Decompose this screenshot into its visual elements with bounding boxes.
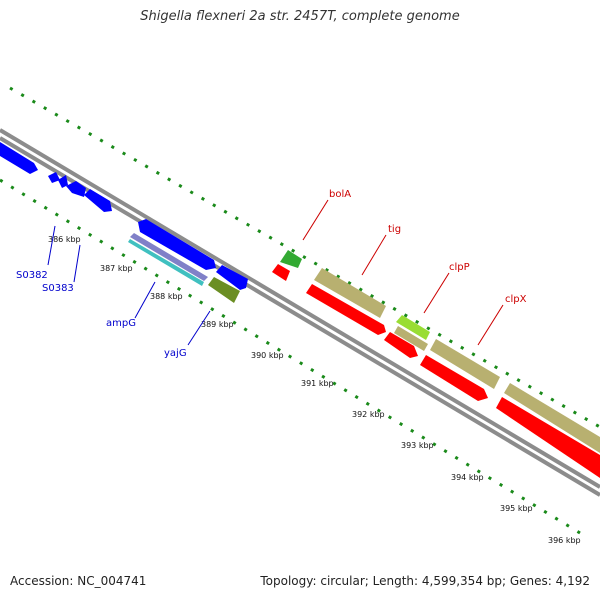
tick-label: 389 kbp (201, 320, 234, 329)
tick-label: 386 kbp (48, 235, 81, 244)
tick-label: 393 kbp (401, 441, 434, 450)
gene-arrow-red[interactable] (496, 397, 600, 478)
tick-label: 390 kbp (251, 351, 284, 360)
leader-line (47, 225, 56, 266)
tick-label: 395 kbp (500, 504, 533, 513)
gene-bar-olive[interactable] (504, 383, 600, 453)
backbone-line-outer (0, 128, 600, 489)
gene-bar-olive[interactable] (394, 326, 428, 351)
leader-line (423, 272, 450, 314)
gene-label-clpP[interactable]: clpP (449, 262, 470, 273)
leader-line (134, 281, 156, 319)
tick-label: 388 kbp (150, 292, 183, 301)
gene-arrow-blue[interactable] (58, 175, 68, 188)
gene-arrow-red[interactable] (420, 355, 488, 401)
gene-bolA[interactable] (280, 250, 302, 268)
gene-arrow-blue[interactable] (84, 189, 112, 212)
tick-row-inner (0, 178, 581, 535)
leader-line (73, 244, 81, 283)
gene-label-ampG[interactable]: ampG (106, 318, 136, 329)
gene-arrow-blue[interactable] (66, 181, 86, 197)
tick-label: 396 kbp (548, 536, 581, 545)
gene-bar-ampG-stripe[interactable] (128, 239, 204, 286)
tick-label: 392 kbp (352, 410, 385, 419)
gene-arrow-red[interactable] (272, 264, 290, 281)
gene-label-tig[interactable]: tig (388, 224, 401, 235)
gene-label-clpX[interactable]: clpX (505, 294, 527, 305)
gene-arrow-red[interactable] (384, 332, 418, 358)
map-title: Shigella flexneri 2a str. 2457T, complet… (140, 9, 460, 24)
leader-line (302, 199, 329, 241)
tick-label: 391 kbp (301, 379, 334, 388)
tick-row-outer (9, 86, 600, 429)
leader-line (361, 234, 387, 276)
gene-label-yajG[interactable]: yajG (164, 348, 187, 359)
gene-arrow-blue[interactable] (216, 265, 248, 290)
gene-bar-ampG[interactable] (130, 233, 208, 281)
gene-arrow-blue[interactable] (48, 172, 60, 183)
gene-arrow-red[interactable] (306, 284, 386, 335)
leader-line (187, 310, 211, 346)
gene-label-S0382[interactable]: S0382 (16, 270, 48, 281)
gene-clpP[interactable] (396, 315, 430, 340)
genome-summary-text: Topology: circular; Length: 4,599,354 bp… (260, 574, 590, 588)
gene-arrow-blue[interactable] (138, 219, 216, 270)
gene-tig[interactable] (314, 268, 386, 318)
gene-clpX[interactable] (430, 339, 500, 389)
gene-arrow-blue[interactable] (0, 142, 38, 174)
gene-label-bolA[interactable]: bolA (329, 189, 351, 200)
gene-bar-yajG[interactable] (208, 277, 240, 303)
gene-label-S0383[interactable]: S0383 (42, 283, 74, 294)
accession-text: Accession: NC_004741 (10, 574, 147, 588)
leader-line (477, 304, 504, 346)
tick-label: 387 kbp (100, 264, 133, 273)
tick-label: 394 kbp (451, 473, 484, 482)
